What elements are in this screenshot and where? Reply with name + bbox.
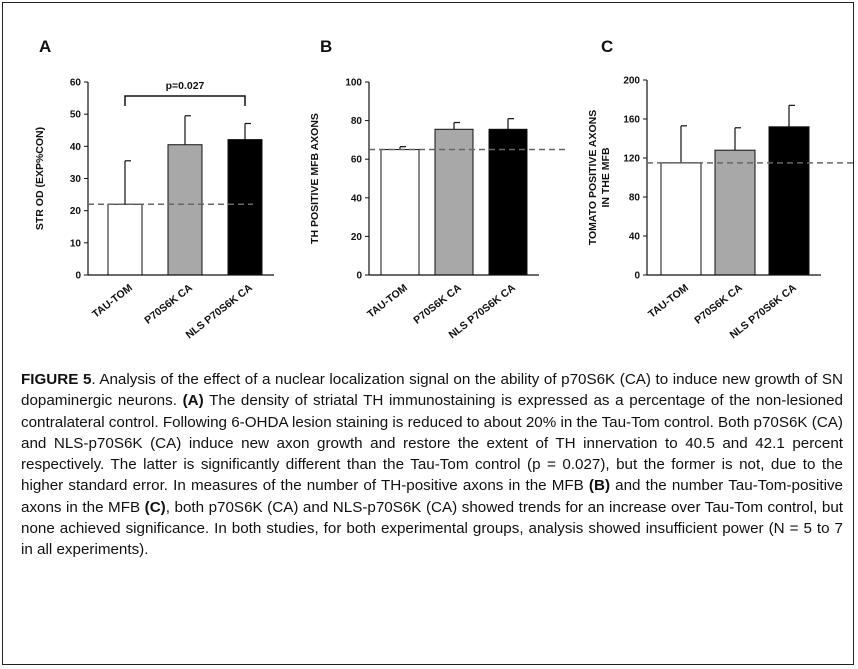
panel-letter: C <box>601 37 613 56</box>
y-tick-label: 120 <box>623 154 640 165</box>
y-tick-label: 0 <box>634 271 640 282</box>
x-category-label: P70S6K CA <box>142 282 195 327</box>
figure-caption: FIGURE 5. Analysis of the effect of a nu… <box>21 369 843 561</box>
panel-letter: A <box>39 37 51 56</box>
y-axis-label: TOMATO POSITIVE AXONS <box>587 110 599 246</box>
y-tick-label: 20 <box>351 232 363 243</box>
y-tick-label: 20 <box>70 206 82 217</box>
y-tick-label: 40 <box>70 142 82 153</box>
caption-panel-a-ref: (A) <box>182 392 204 410</box>
bar <box>488 128 528 276</box>
bar <box>434 128 474 276</box>
y-tick-label: 200 <box>623 76 640 87</box>
x-category-label: NLS P70S6K CA <box>184 282 256 342</box>
bar <box>227 139 263 276</box>
y-tick-label: 40 <box>629 232 641 243</box>
y-tick-label: 0 <box>356 271 362 282</box>
x-category-label: TAU-TOM <box>90 282 135 321</box>
y-tick-label: 160 <box>623 115 640 126</box>
bar <box>167 144 203 276</box>
caption-text-4: , both p70S6K (CA) and NLS-p70S6K (CA) s… <box>21 498 843 559</box>
chart-panel-b: B TH POSITIVE MFB AXONS 0 20 40 60 80 100 TAU-TO… <box>309 37 566 341</box>
y-tick-label: 0 <box>75 271 81 282</box>
x-category-label: P70S6K CA <box>692 282 745 327</box>
y-tick-label: 80 <box>629 193 641 204</box>
y-axis-label: IN THE MFB <box>600 147 612 207</box>
x-category-label: TAU-TOM <box>646 282 691 321</box>
y-tick-label: 50 <box>70 110 82 121</box>
chart-panel-a: A STR OD (EXP%CON) 0 10 20 30 40 50 60 TAU-TOM P70… <box>34 37 274 341</box>
y-tick-label: 40 <box>351 193 363 204</box>
caption-panel-c-ref: (C) <box>144 498 166 516</box>
bar <box>380 149 420 276</box>
figure-label: FIGURE 5 <box>21 371 92 388</box>
y-tick-label: 60 <box>351 155 363 166</box>
significance-bracket <box>124 95 246 106</box>
y-tick-label: 10 <box>70 238 82 249</box>
bar <box>714 149 756 276</box>
bar <box>660 162 702 276</box>
y-tick-label: 80 <box>351 116 363 127</box>
y-tick-label: 60 <box>70 78 82 89</box>
bar <box>107 203 143 276</box>
panel-letter: B <box>320 37 332 56</box>
y-axis-label: STR OD (EXP%CON) <box>34 127 46 230</box>
y-tick-label: 100 <box>345 78 362 89</box>
x-category-label: TAU-TOM <box>365 282 410 321</box>
bar <box>768 126 810 276</box>
caption-panel-b-ref: (B) <box>588 477 611 495</box>
y-tick-label: 30 <box>70 174 82 185</box>
caption-text-3: and the number Tau-Tom-positive axons in… <box>21 477 843 516</box>
x-category-label: P70S6K CA <box>411 282 464 327</box>
y-axis-label: TH POSITIVE MFB AXONS <box>309 113 321 244</box>
p-value-annotation: p=0.027 <box>166 80 205 92</box>
caption-text-1: . Analysis of the effect of a nuclear lo… <box>21 371 843 410</box>
caption-text-2: The density of striatal TH immunostainin… <box>21 392 843 495</box>
chart-panel-c: C TOMATO POSITIVE AXONS IN THE MFB 0 40 80 120… <box>587 37 853 341</box>
